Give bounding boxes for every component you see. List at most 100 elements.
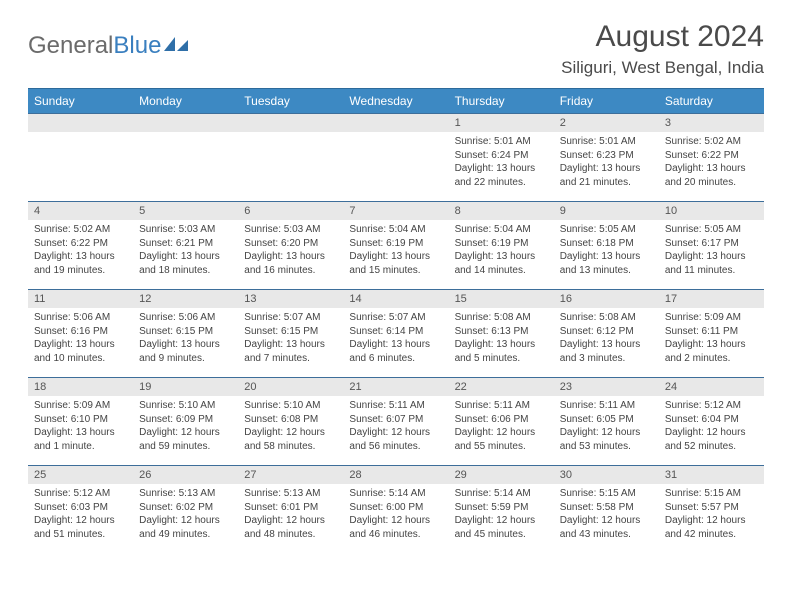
calendar-row: 11Sunrise: 5:06 AMSunset: 6:16 PMDayligh… [28, 290, 764, 378]
day-data: Sunrise: 5:11 AMSunset: 6:05 PMDaylight:… [554, 396, 659, 456]
weekday-header: Wednesday [343, 89, 448, 114]
day-number: 27 [238, 466, 343, 484]
calendar-cell: 23Sunrise: 5:11 AMSunset: 6:05 PMDayligh… [554, 378, 659, 466]
daylight-label: Daylight: [139, 251, 181, 262]
location: Siliguri, West Bengal, India [561, 58, 764, 78]
sunrise-label: Sunrise: [139, 488, 178, 499]
calendar-cell: 1Sunrise: 5:01 AMSunset: 6:24 PMDaylight… [449, 114, 554, 202]
sunrise-label: Sunrise: [455, 136, 494, 147]
sunset-value: 5:59 PM [491, 502, 528, 513]
day-data: Sunrise: 5:06 AMSunset: 6:16 PMDaylight:… [28, 308, 133, 368]
sunset-value: 6:10 PM [71, 414, 108, 425]
daylight-label: Daylight: [665, 339, 707, 350]
daylight-label: Daylight: [244, 515, 286, 526]
sunset-label: Sunset: [665, 414, 702, 425]
day-data: Sunrise: 5:06 AMSunset: 6:15 PMDaylight:… [133, 308, 238, 368]
day-data: Sunrise: 5:15 AMSunset: 5:57 PMDaylight:… [659, 484, 764, 544]
calendar-cell: 29Sunrise: 5:14 AMSunset: 5:59 PMDayligh… [449, 466, 554, 554]
calendar-cell: 5Sunrise: 5:03 AMSunset: 6:21 PMDaylight… [133, 202, 238, 290]
calendar-head: SundayMondayTuesdayWednesdayThursdayFrid… [28, 89, 764, 114]
sunrise-label: Sunrise: [665, 488, 704, 499]
daylight-label: Daylight: [139, 339, 181, 350]
sunrise-label: Sunrise: [139, 224, 178, 235]
sunset-label: Sunset: [560, 414, 597, 425]
day-data: Sunrise: 5:09 AMSunset: 6:11 PMDaylight:… [659, 308, 764, 368]
daylight-label: Daylight: [455, 251, 497, 262]
day-number: 7 [343, 202, 448, 220]
sunset-label: Sunset: [349, 502, 386, 513]
calendar-cell: 25Sunrise: 5:12 AMSunset: 6:03 PMDayligh… [28, 466, 133, 554]
sunset-value: 6:05 PM [596, 414, 633, 425]
day-data: Sunrise: 5:11 AMSunset: 6:06 PMDaylight:… [449, 396, 554, 456]
sunset-value: 6:03 PM [71, 502, 108, 513]
sunset-value: 6:06 PM [491, 414, 528, 425]
day-data: Sunrise: 5:02 AMSunset: 6:22 PMDaylight:… [659, 132, 764, 192]
calendar-cell: 26Sunrise: 5:13 AMSunset: 6:02 PMDayligh… [133, 466, 238, 554]
daylight-label: Daylight: [244, 251, 286, 262]
sunset-value: 6:15 PM [281, 326, 318, 337]
sunrise-label: Sunrise: [665, 224, 704, 235]
calendar-table: SundayMondayTuesdayWednesdayThursdayFrid… [28, 88, 764, 554]
calendar-cell [343, 114, 448, 202]
sunrise-value: 5:01 AM [494, 136, 531, 147]
calendar-cell: 7Sunrise: 5:04 AMSunset: 6:19 PMDaylight… [343, 202, 448, 290]
sunrise-value: 5:10 AM [284, 400, 321, 411]
day-number: 20 [238, 378, 343, 396]
sunset-value: 5:57 PM [702, 502, 739, 513]
logo-text-gray: General [28, 32, 113, 60]
day-number: 1 [449, 114, 554, 132]
sunset-label: Sunset: [349, 238, 386, 249]
day-data: Sunrise: 5:03 AMSunset: 6:20 PMDaylight:… [238, 220, 343, 280]
day-number [238, 114, 343, 132]
sunrise-label: Sunrise: [349, 224, 388, 235]
sunrise-label: Sunrise: [244, 224, 283, 235]
sunset-label: Sunset: [560, 502, 597, 513]
sunset-label: Sunset: [560, 326, 597, 337]
day-number: 25 [28, 466, 133, 484]
daylight-label: Daylight: [560, 339, 602, 350]
calendar-cell: 28Sunrise: 5:14 AMSunset: 6:00 PMDayligh… [343, 466, 448, 554]
sunset-value: 6:18 PM [596, 238, 633, 249]
sunset-value: 6:17 PM [702, 238, 739, 249]
daylight-label: Daylight: [455, 427, 497, 438]
daylight-label: Daylight: [244, 427, 286, 438]
daylight-label: Daylight: [560, 163, 602, 174]
daylight-label: Daylight: [349, 515, 391, 526]
sunrise-label: Sunrise: [455, 224, 494, 235]
sunrise-value: 5:04 AM [389, 224, 426, 235]
calendar-cell: 27Sunrise: 5:13 AMSunset: 6:01 PMDayligh… [238, 466, 343, 554]
day-number: 8 [449, 202, 554, 220]
daylight-label: Daylight: [455, 515, 497, 526]
daylight-label: Daylight: [665, 515, 707, 526]
sunset-label: Sunset: [455, 150, 492, 161]
sunset-label: Sunset: [34, 238, 71, 249]
calendar-cell: 3Sunrise: 5:02 AMSunset: 6:22 PMDaylight… [659, 114, 764, 202]
sunrise-label: Sunrise: [455, 488, 494, 499]
sunrise-value: 5:08 AM [599, 312, 636, 323]
calendar-cell: 14Sunrise: 5:07 AMSunset: 6:14 PMDayligh… [343, 290, 448, 378]
calendar-row: 18Sunrise: 5:09 AMSunset: 6:10 PMDayligh… [28, 378, 764, 466]
sunrise-value: 5:11 AM [494, 400, 530, 411]
sunrise-label: Sunrise: [665, 312, 704, 323]
day-data: Sunrise: 5:10 AMSunset: 6:08 PMDaylight:… [238, 396, 343, 456]
day-number: 28 [343, 466, 448, 484]
sunset-label: Sunset: [139, 414, 176, 425]
day-data: Sunrise: 5:05 AMSunset: 6:17 PMDaylight:… [659, 220, 764, 280]
sunrise-value: 5:12 AM [704, 400, 741, 411]
sunset-value: 6:09 PM [176, 414, 213, 425]
day-number: 29 [449, 466, 554, 484]
sunrise-value: 5:01 AM [599, 136, 636, 147]
calendar-row: 25Sunrise: 5:12 AMSunset: 6:03 PMDayligh… [28, 466, 764, 554]
sunrise-label: Sunrise: [665, 136, 704, 147]
sunset-label: Sunset: [244, 414, 281, 425]
sunrise-label: Sunrise: [349, 488, 388, 499]
day-data: Sunrise: 5:04 AMSunset: 6:19 PMDaylight:… [449, 220, 554, 280]
sunset-label: Sunset: [665, 326, 702, 337]
daylight-label: Daylight: [560, 251, 602, 262]
day-number: 6 [238, 202, 343, 220]
calendar-row: 4Sunrise: 5:02 AMSunset: 6:22 PMDaylight… [28, 202, 764, 290]
sunset-label: Sunset: [560, 150, 597, 161]
sunrise-value: 5:02 AM [73, 224, 110, 235]
sunrise-value: 5:09 AM [704, 312, 741, 323]
sunrise-value: 5:02 AM [704, 136, 741, 147]
